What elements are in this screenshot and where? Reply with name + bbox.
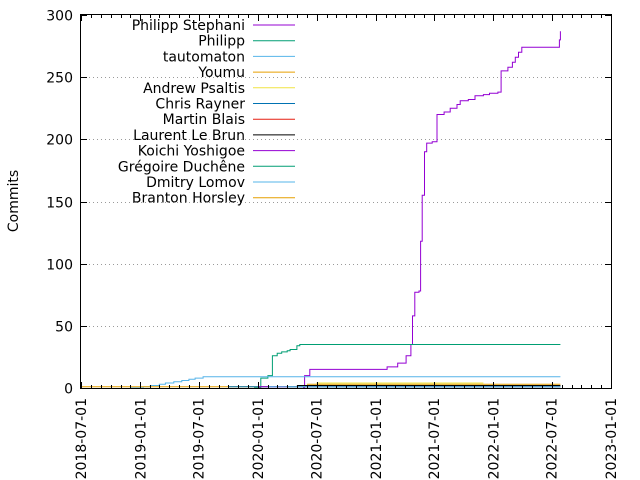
legend-label: Philipp: [198, 34, 245, 50]
x-tick-label: 2020-07-01: [310, 398, 326, 479]
axis-ticks: 0 50 100 150 200 250 300 2018-07-01 2019-01-01 20…: [46, 9, 620, 480]
legend: Philipp StephaniPhilipptautomatonYoumuAn…: [118, 18, 295, 207]
x-tick-label: 2022-07-01: [545, 398, 561, 479]
legend-label: Youmu: [197, 65, 245, 81]
grid-lines: [81, 77, 611, 327]
y-tick-label: 100: [46, 258, 73, 274]
legend-label: tautomaton: [163, 49, 245, 65]
x-tick-label: 2023-01-01: [604, 398, 620, 479]
x-tick-label: 2018-07-01: [74, 398, 90, 479]
legend-label: Martin Blais: [163, 112, 245, 128]
legend-label: Grégoire Duchêne: [118, 159, 245, 175]
legend-label: Philipp Stephani: [132, 18, 245, 34]
x-tick-label: 2021-07-01: [427, 398, 443, 479]
legend-label: Andrew Psaltis: [143, 81, 245, 97]
y-tick-label: 250: [46, 71, 73, 87]
series-line-1: [254, 344, 561, 389]
legend-label: Dmitry Lomov: [146, 175, 245, 191]
legend-label: Chris Rayner: [155, 97, 245, 113]
y-axis-label: Commits: [6, 170, 22, 232]
x-tick-label: 2019-01-01: [133, 398, 149, 479]
x-tick-label: 2019-07-01: [192, 398, 208, 479]
legend-label: Branton Horsley: [132, 191, 245, 207]
legend-label: Koichi Yoshigoe: [138, 144, 245, 160]
x-tick-label: 2022-01-01: [486, 398, 502, 479]
legend-label: Laurent Le Brun: [133, 128, 245, 144]
y-tick-label: 200: [46, 133, 73, 149]
y-tick-label: 150: [46, 196, 73, 212]
x-tick-label: 2020-01-01: [251, 398, 267, 479]
plot-frame: [80, 14, 612, 389]
y-tick-label: 50: [55, 320, 73, 336]
x-tick-label: 2021-01-01: [369, 398, 385, 479]
y-tick-label: 300: [46, 9, 73, 25]
series-line-0: [303, 31, 561, 389]
y-tick-label: 0: [64, 382, 73, 398]
